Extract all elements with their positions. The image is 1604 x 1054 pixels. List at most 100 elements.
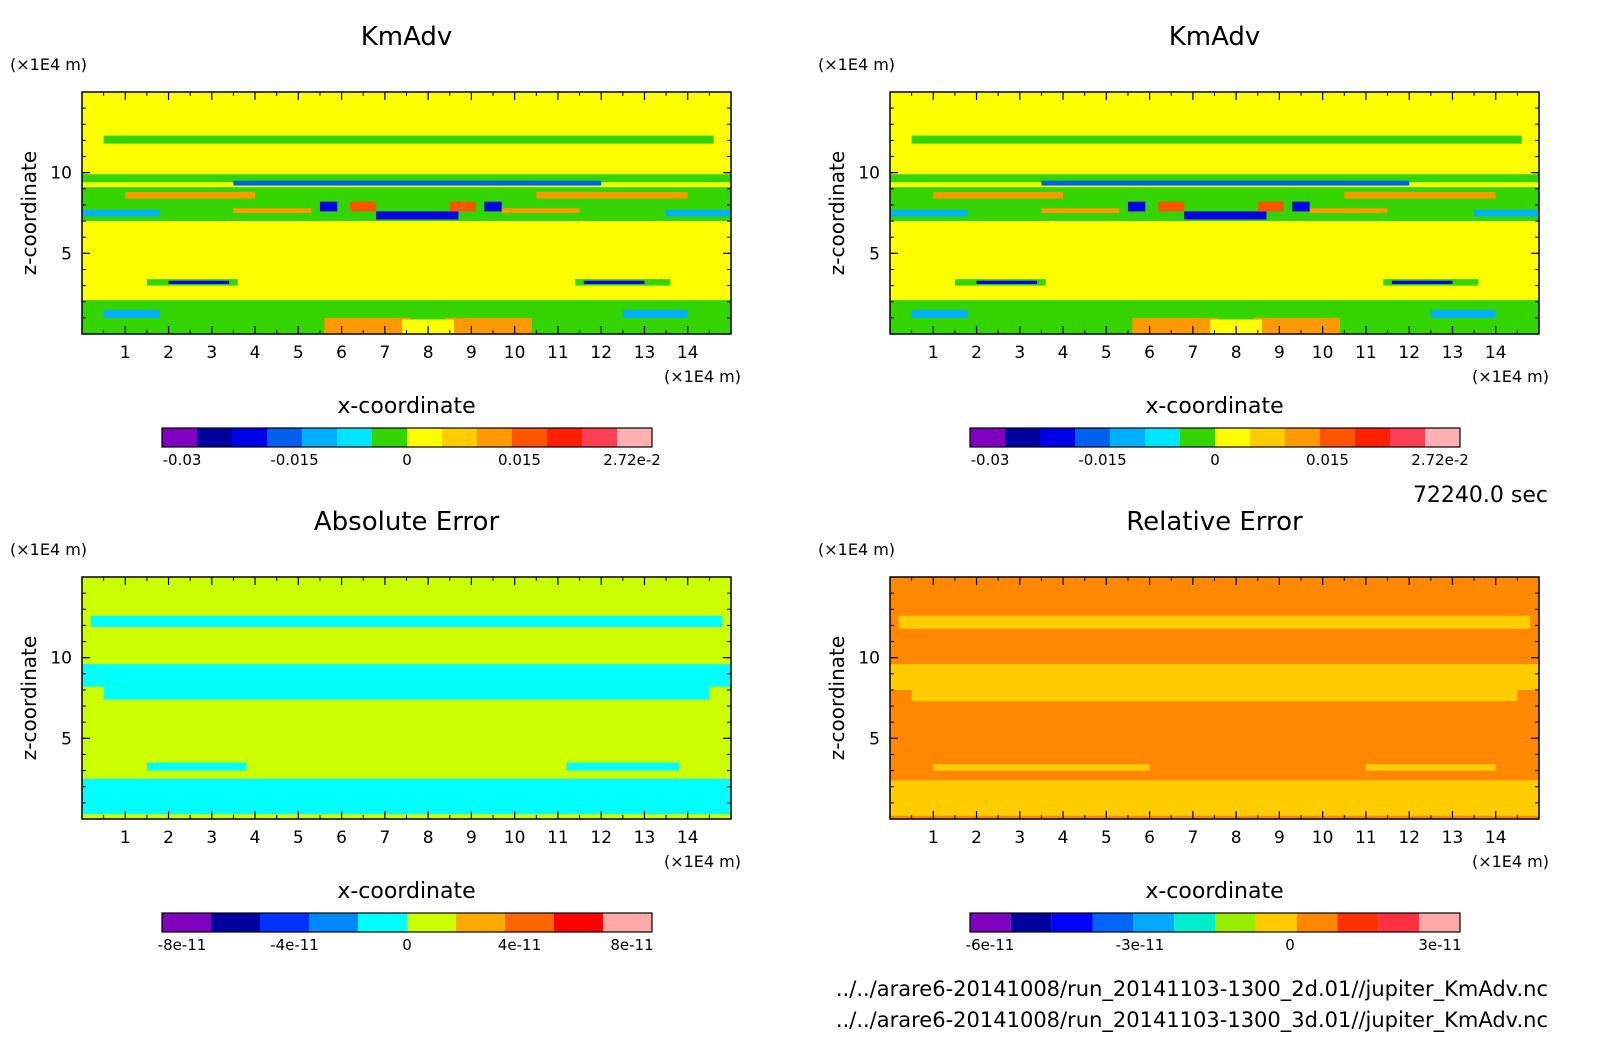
x-tick-label: 12 xyxy=(590,343,612,363)
colorbar-label: -8e-11 xyxy=(158,936,207,954)
x-tick-label: 1 xyxy=(120,343,131,363)
y-tick-label: 10 xyxy=(50,164,72,184)
file-path-1: ../../arare6-20141008/run_20141103-1300_… xyxy=(836,977,1548,1002)
colorbar-label: 0 xyxy=(1210,451,1220,469)
y-axis-label: z-coordinate xyxy=(825,636,849,760)
colorbar: -8e-11 -4e-11 0 4e-11 8e-11 xyxy=(158,912,654,954)
colorbar: -0.03 -0.015 0 0.015 2.72e-2 xyxy=(161,427,661,469)
contour-region xyxy=(1430,309,1496,318)
contour-region xyxy=(1474,209,1539,217)
chart-panel-3: Absolute Error(×1E4 m)1 2 3 4 5 6 7 8 9 10 11 12 13 1… xyxy=(10,507,741,954)
colorbar-label: -3e-11 xyxy=(1116,936,1165,954)
x-tick-label: 2 xyxy=(163,828,174,848)
colorbar-swatch xyxy=(1133,913,1175,932)
x-tick-label: 11 xyxy=(1355,343,1377,363)
colorbar-swatch xyxy=(267,428,302,447)
colorbar-label: 0.015 xyxy=(498,451,541,469)
colorbar-swatch xyxy=(617,428,652,447)
colorbar-swatch xyxy=(1215,428,1250,447)
colorbar-swatch xyxy=(582,428,617,447)
x-tick-label: 13 xyxy=(634,343,656,363)
colorbar-swatch xyxy=(260,913,309,932)
contour-region xyxy=(1041,208,1120,213)
contour-region xyxy=(976,280,1038,284)
x-tick-label: 14 xyxy=(677,828,699,848)
colorbar-swatch xyxy=(162,428,197,447)
x-tick-label: 10 xyxy=(504,343,526,363)
x-axis-label: x-coordinate xyxy=(1145,394,1283,419)
y-unit-label: (×1E4 m) xyxy=(10,55,87,74)
chart-title: Absolute Error xyxy=(314,507,500,537)
colorbar-label: 0 xyxy=(402,451,412,469)
x-tick-label: 9 xyxy=(466,343,477,363)
colorbar-swatch xyxy=(1378,913,1420,932)
colorbar-label: -6e-11 xyxy=(966,936,1015,954)
x-tick-label: 13 xyxy=(1442,343,1464,363)
colorbar-swatch xyxy=(1180,428,1215,447)
colorbar-label: 3e-11 xyxy=(1418,936,1461,954)
contour-region xyxy=(1184,211,1267,220)
x-tick-label: 4 xyxy=(250,828,261,848)
colorbar-swatch xyxy=(358,913,407,932)
contour-regions xyxy=(82,135,731,334)
contour-region xyxy=(146,762,247,771)
colorbar-swatch xyxy=(302,428,337,447)
contour-region xyxy=(233,208,312,213)
colorbar-swatch xyxy=(1145,428,1180,447)
chart-title: KmAdv xyxy=(361,22,453,52)
x-tick-label: 2 xyxy=(971,343,982,363)
contour-regions xyxy=(82,615,731,815)
x-tick-label: 13 xyxy=(634,828,656,848)
x-tick-label: 10 xyxy=(504,828,526,848)
colorbar-swatch xyxy=(1255,913,1297,932)
contour-regions xyxy=(890,615,1539,816)
colorbar-label: -0.03 xyxy=(971,451,1010,469)
colorbar-label: -0.03 xyxy=(163,451,202,469)
contour-region xyxy=(1391,280,1453,284)
contour-region xyxy=(376,211,459,220)
x-tick-label: 8 xyxy=(423,343,434,363)
contour-region xyxy=(911,689,1518,702)
contour-region xyxy=(1344,192,1496,199)
x-tick-label: 12 xyxy=(1398,828,1420,848)
colorbar-swatch xyxy=(1285,428,1320,447)
x-tick-label: 11 xyxy=(547,343,569,363)
colorbar-swatch xyxy=(442,428,477,447)
colorbar-swatch xyxy=(547,428,582,447)
x-tick-label: 8 xyxy=(423,828,434,848)
contour-region xyxy=(501,208,580,213)
x-tick-label: 6 xyxy=(336,828,347,848)
x-tick-label: 4 xyxy=(250,343,261,363)
x-unit-label: (×1E4 m) xyxy=(1472,852,1549,871)
x-tick-label: 7 xyxy=(1187,828,1198,848)
x-tick-label: 10 xyxy=(1312,343,1334,363)
x-tick-label: 5 xyxy=(293,343,304,363)
colorbar-swatch xyxy=(970,428,1005,447)
colorbar-label: 0 xyxy=(1285,936,1295,954)
contour-region xyxy=(350,201,377,212)
x-unit-label: (×1E4 m) xyxy=(1472,367,1549,386)
contour-region xyxy=(933,764,1150,771)
contour-region xyxy=(890,664,1539,690)
colorbar: -6e-11 -3e-11 0 3e-11 xyxy=(966,912,1462,954)
colorbar-swatch xyxy=(372,428,407,447)
colorbar-label: -0.015 xyxy=(270,451,318,469)
chart-panel-1: KmAdv(×1E4 m)1 2 3 4 5 6 7 8 9 10 11 12 13 14510(×1E4… xyxy=(10,22,741,469)
colorbar-swatch xyxy=(1010,913,1052,932)
x-tick-label: 12 xyxy=(590,828,612,848)
y-axis-label: z-coordinate xyxy=(825,151,849,275)
y-tick-label: 5 xyxy=(61,244,72,264)
colorbar-swatch xyxy=(505,913,554,932)
colorbar-swatch xyxy=(162,913,211,932)
contour-region xyxy=(1309,208,1388,213)
contour-region xyxy=(168,280,230,284)
contour-region xyxy=(890,174,1539,183)
colorbar-swatch xyxy=(1296,913,1338,932)
contour-region xyxy=(324,317,411,334)
colorbar-label: 0.015 xyxy=(1306,451,1349,469)
chart-panel-4: Relative Error(×1E4 m)1 2 3 4 5 6 7 8 9 10 11 12 13 1… xyxy=(818,507,1549,954)
x-tick-label: 14 xyxy=(1485,343,1507,363)
x-tick-label: 9 xyxy=(1274,343,1285,363)
colorbar-frame xyxy=(161,912,653,933)
x-axis-label: x-coordinate xyxy=(337,879,475,904)
